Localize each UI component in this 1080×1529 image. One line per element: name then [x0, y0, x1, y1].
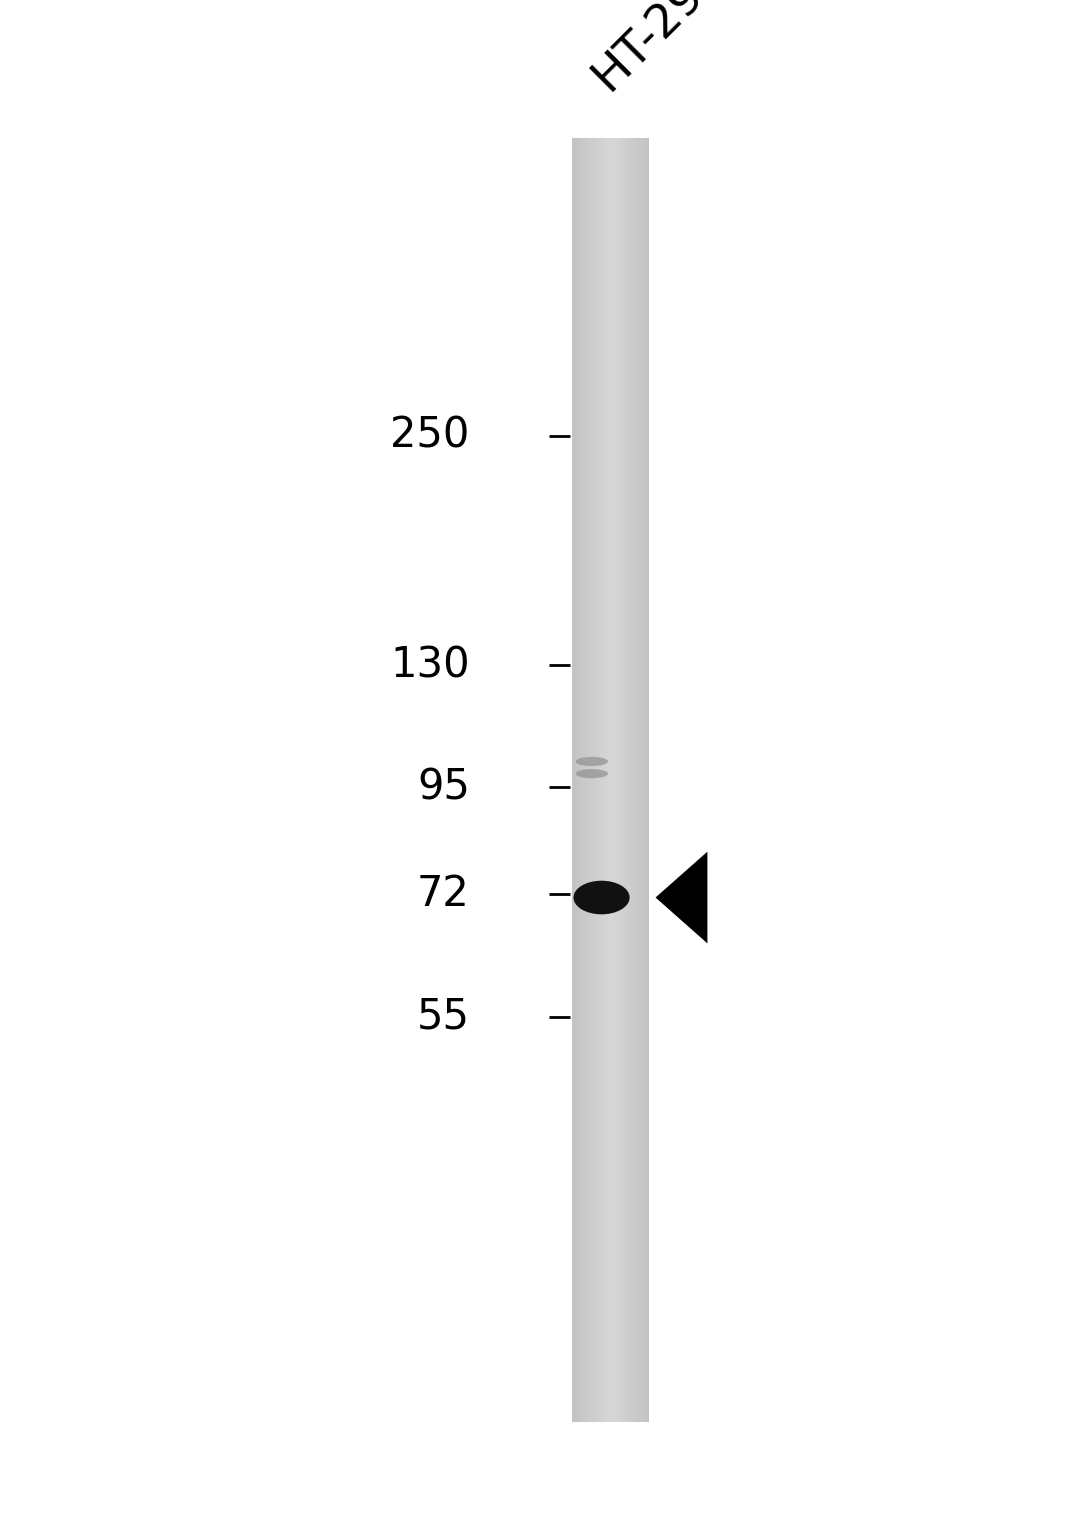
Bar — [602, 138, 604, 1422]
Bar — [640, 138, 643, 1422]
Bar — [619, 138, 621, 1422]
Text: 250: 250 — [391, 414, 470, 457]
Ellipse shape — [573, 881, 630, 914]
Bar — [597, 138, 600, 1422]
Polygon shape — [656, 852, 707, 943]
Bar — [588, 138, 590, 1422]
Bar — [575, 138, 577, 1422]
Bar — [644, 138, 647, 1422]
Bar — [632, 138, 634, 1422]
Bar — [636, 138, 639, 1422]
Bar — [585, 138, 588, 1422]
Bar — [606, 138, 609, 1422]
Bar — [605, 138, 607, 1422]
Bar — [620, 138, 622, 1422]
Bar — [591, 138, 594, 1422]
Text: 95: 95 — [417, 766, 470, 809]
Text: HT-29: HT-29 — [584, 0, 713, 99]
Bar — [616, 138, 618, 1422]
Bar — [573, 138, 576, 1422]
Bar — [609, 138, 611, 1422]
Text: 55: 55 — [417, 995, 470, 1038]
Bar — [623, 138, 625, 1422]
Bar — [589, 138, 591, 1422]
Bar — [635, 138, 637, 1422]
Bar — [603, 138, 605, 1422]
Bar — [582, 138, 585, 1422]
Bar — [643, 138, 646, 1422]
Bar — [611, 138, 613, 1422]
Bar — [612, 138, 616, 1422]
Bar — [590, 138, 592, 1422]
Bar — [647, 138, 649, 1422]
Bar — [613, 138, 617, 1422]
Bar — [639, 138, 642, 1422]
Bar — [600, 138, 603, 1422]
Bar — [634, 138, 636, 1422]
Bar — [572, 138, 575, 1422]
Bar — [576, 138, 579, 1422]
Ellipse shape — [576, 757, 608, 766]
Bar — [593, 138, 595, 1422]
Bar — [583, 138, 586, 1422]
Bar — [580, 138, 582, 1422]
Bar — [594, 138, 596, 1422]
Text: 130: 130 — [390, 644, 470, 687]
Bar — [579, 138, 581, 1422]
Bar — [581, 138, 583, 1422]
Bar — [604, 138, 606, 1422]
Bar — [646, 138, 648, 1422]
Bar — [610, 138, 612, 1422]
Bar — [625, 138, 627, 1422]
Bar — [595, 138, 597, 1422]
Bar — [638, 138, 640, 1422]
Ellipse shape — [576, 769, 608, 778]
Bar — [629, 138, 632, 1422]
Bar — [627, 138, 631, 1422]
Text: 72: 72 — [417, 873, 470, 916]
Bar — [578, 138, 580, 1422]
Bar — [624, 138, 626, 1422]
Bar — [617, 138, 619, 1422]
Bar — [596, 138, 598, 1422]
Bar — [598, 138, 602, 1422]
Bar — [633, 138, 635, 1422]
Bar — [608, 138, 610, 1422]
Bar — [626, 138, 629, 1422]
Bar — [642, 138, 644, 1422]
Bar — [631, 138, 633, 1422]
Bar — [586, 138, 589, 1422]
Bar — [621, 138, 624, 1422]
Bar — [618, 138, 620, 1422]
